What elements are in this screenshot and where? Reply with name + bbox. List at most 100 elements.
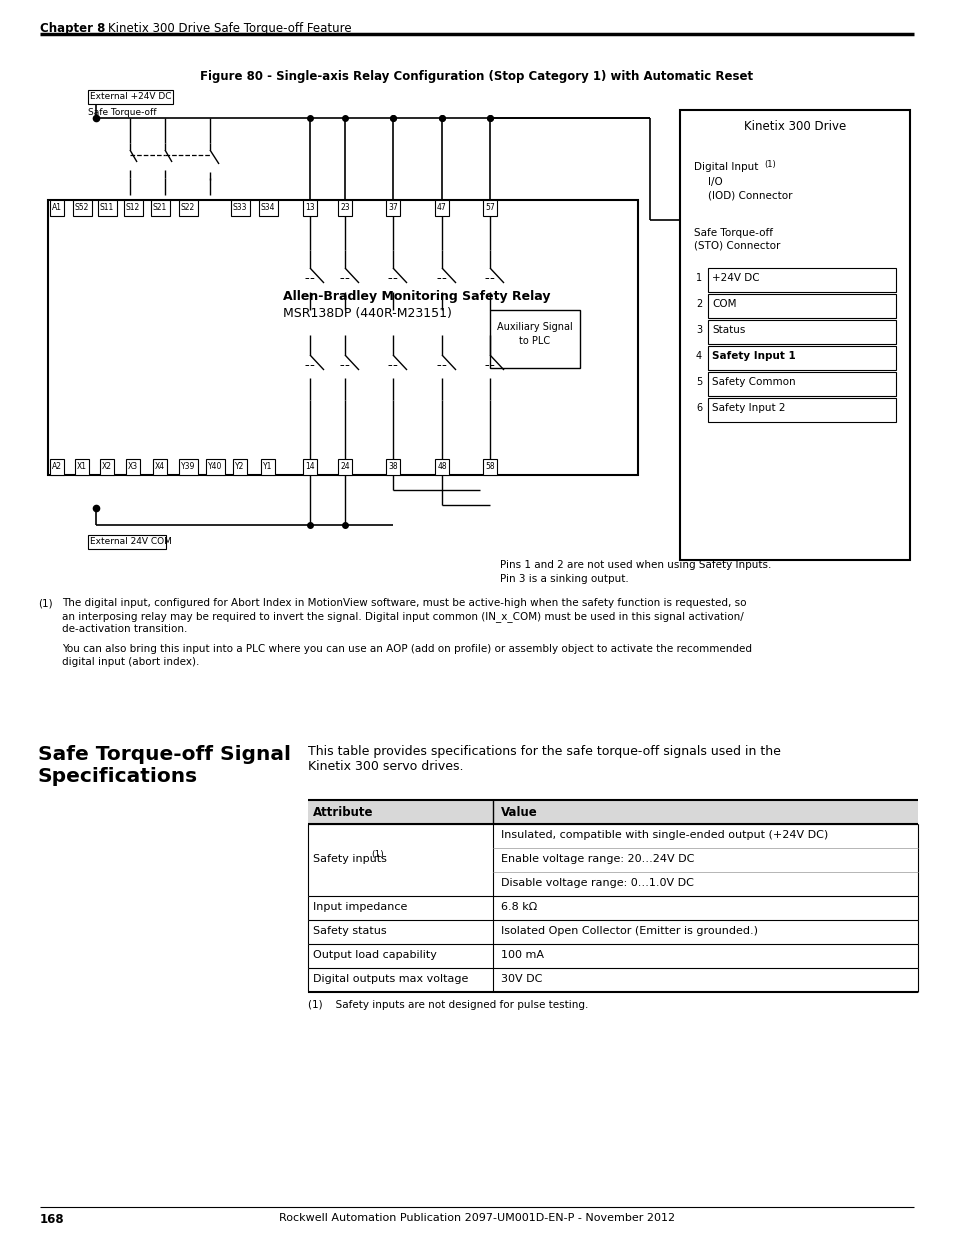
Bar [233, 459, 247, 475]
Text: X3: X3 [128, 462, 138, 471]
Text: digital input (abort index).: digital input (abort index). [62, 657, 199, 667]
Text: Status: Status [711, 325, 744, 335]
Bar [179, 459, 198, 475]
Text: A1: A1 [52, 203, 62, 212]
Text: Figure 80 - Single-axis Relay Configuration (Stop Category 1) with Automatic Res: Figure 80 - Single-axis Relay Configurat… [200, 70, 753, 83]
Text: Y39: Y39 [181, 462, 195, 471]
Text: 5: 5 [696, 377, 701, 387]
Text: Specifications: Specifications [38, 767, 198, 785]
Text: Chapter 8: Chapter 8 [40, 22, 105, 35]
Bar [482, 459, 497, 475]
Text: (1): (1) [763, 161, 775, 169]
Text: Kinetix 300 Drive Safe Torque-off Feature: Kinetix 300 Drive Safe Torque-off Featur… [108, 22, 352, 35]
Text: 1: 1 [696, 273, 701, 283]
Text: Y40: Y40 [208, 462, 222, 471]
Text: to PLC: to PLC [518, 336, 550, 346]
Text: You can also bring this input into a PLC where you can use an AOP (add on profil: You can also bring this input into a PLC… [62, 643, 751, 655]
Text: Pin 3 is a sinking output.: Pin 3 is a sinking output. [499, 574, 628, 584]
Bar [88, 535, 166, 550]
Bar [88, 90, 172, 104]
Text: COM: COM [711, 299, 736, 309]
Text: 30V DC: 30V DC [500, 974, 542, 984]
Text: Isolated Open Collector (Emitter is grounded.): Isolated Open Collector (Emitter is grou… [500, 926, 758, 936]
Bar [386, 459, 399, 475]
Text: 37: 37 [388, 203, 397, 212]
Text: (1)    Safety inputs are not designed for pulse testing.: (1) Safety inputs are not designed for p… [308, 1000, 588, 1010]
Text: 58: 58 [485, 462, 495, 471]
Bar [50, 459, 64, 475]
Text: 38: 38 [388, 462, 397, 471]
Bar [98, 200, 117, 216]
Bar [679, 110, 909, 559]
Text: Y2: Y2 [235, 462, 244, 471]
Text: Rockwell Automation Publication 2097-UM001D-EN-P - November 2012: Rockwell Automation Publication 2097-UM0… [278, 1213, 675, 1223]
Bar [707, 320, 895, 345]
Bar [490, 310, 579, 368]
Text: (1): (1) [371, 850, 384, 860]
Text: External +24V DC: External +24V DC [90, 91, 172, 101]
Text: X2: X2 [102, 462, 112, 471]
Text: 4: 4 [696, 351, 701, 361]
Text: Output load capability: Output load capability [313, 950, 436, 960]
Bar [75, 459, 89, 475]
Text: This table provides specifications for the safe torque-off signals used in the
K: This table provides specifications for t… [308, 745, 781, 773]
Text: X1: X1 [77, 462, 87, 471]
Text: Value: Value [500, 806, 537, 819]
Text: (1): (1) [38, 598, 52, 608]
Text: Attribute: Attribute [313, 806, 374, 819]
Bar [124, 200, 143, 216]
Bar [308, 800, 917, 824]
Bar [73, 200, 91, 216]
Bar [435, 200, 449, 216]
Text: A2: A2 [52, 462, 62, 471]
Text: an interposing relay may be required to invert the signal. Digital input common : an interposing relay may be required to … [62, 611, 743, 622]
Text: Safe Torque-off: Safe Torque-off [88, 107, 156, 117]
Text: Allen-Bradley Monitoring Safety Relay: Allen-Bradley Monitoring Safety Relay [283, 290, 550, 303]
Text: 2: 2 [696, 299, 701, 309]
Bar [179, 200, 198, 216]
Text: I/O: I/O [707, 177, 722, 186]
Text: Auxiliary Signal: Auxiliary Signal [497, 322, 572, 332]
Text: Digital Input: Digital Input [693, 162, 758, 172]
Bar [50, 200, 64, 216]
Text: Safe Torque-off: Safe Torque-off [693, 228, 772, 238]
Text: 24: 24 [340, 462, 350, 471]
Text: Disable voltage range: 0…1.0V DC: Disable voltage range: 0…1.0V DC [500, 878, 693, 888]
Bar [707, 268, 895, 291]
Bar [707, 398, 895, 422]
Text: (STO) Connector: (STO) Connector [693, 241, 780, 251]
Text: The digital input, configured for Abort Index in MotionView software, must be ac: The digital input, configured for Abort … [62, 598, 745, 608]
Bar [337, 200, 352, 216]
Text: S11: S11 [100, 203, 114, 212]
Text: 168: 168 [40, 1213, 65, 1226]
Text: Safety Input 2: Safety Input 2 [711, 403, 784, 412]
Text: S21: S21 [152, 203, 167, 212]
Text: 47: 47 [436, 203, 446, 212]
Bar [303, 200, 316, 216]
Bar [435, 459, 449, 475]
Text: X4: X4 [154, 462, 165, 471]
Bar [48, 200, 638, 475]
Text: 6.8 kΩ: 6.8 kΩ [500, 902, 537, 911]
Text: Digital outputs max voltage: Digital outputs max voltage [313, 974, 468, 984]
Bar [707, 346, 895, 370]
Text: +24V DC: +24V DC [711, 273, 759, 283]
Bar [482, 200, 497, 216]
Text: Y1: Y1 [263, 462, 273, 471]
Bar [386, 200, 399, 216]
Bar [100, 459, 113, 475]
Text: 100 mA: 100 mA [500, 950, 543, 960]
Bar [707, 372, 895, 396]
Text: S22: S22 [181, 203, 195, 212]
Bar [151, 200, 170, 216]
Bar [303, 459, 316, 475]
Text: External 24V COM: External 24V COM [90, 537, 172, 546]
Text: Safety status: Safety status [313, 926, 386, 936]
Text: 6: 6 [696, 403, 701, 412]
Text: 48: 48 [436, 462, 446, 471]
Bar [231, 200, 250, 216]
Bar [337, 459, 352, 475]
Text: S34: S34 [260, 203, 275, 212]
Text: 57: 57 [485, 203, 495, 212]
Text: (IOD) Connector: (IOD) Connector [707, 190, 792, 200]
